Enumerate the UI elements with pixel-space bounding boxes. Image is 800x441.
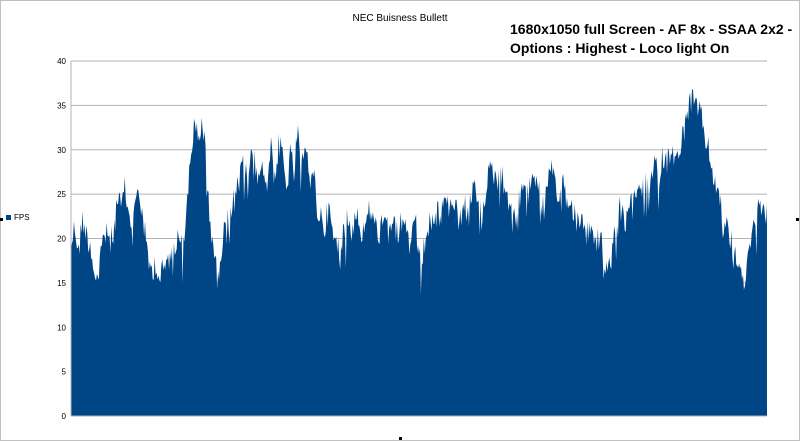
y-tick-label-30: 30: [57, 146, 66, 155]
chart-title: NEC Buisness Bullett: [352, 13, 448, 24]
chart-annotation: 1680x1050 full Screen - AF 8x - SSAA 2x2…: [510, 20, 795, 58]
resize-handle-left[interactable]: [0, 218, 3, 221]
y-tick-label-35: 35: [57, 101, 66, 110]
legend: FPS: [6, 213, 30, 222]
y-tick-label-25: 25: [57, 190, 66, 199]
annotation-line-1: 1680x1050 full Screen - AF 8x - SSAA 2x2…: [510, 21, 793, 37]
annotation-line-2: Options : Highest - Loco light On: [510, 40, 730, 56]
y-tick-label-5: 5: [62, 368, 67, 377]
y-tick-label-15: 15: [57, 279, 66, 288]
y-tick-label-10: 10: [57, 323, 66, 332]
y-tick-label-0: 0: [62, 412, 67, 421]
resize-handle-right[interactable]: [796, 218, 799, 221]
y-axis-labels: 0 5 10 15 20 25 30 35 40: [57, 57, 66, 421]
y-tick-label-20: 20: [57, 235, 66, 244]
legend-swatch-fps: [6, 215, 11, 220]
legend-label-fps: FPS: [14, 213, 30, 222]
y-tick-label-40: 40: [57, 57, 66, 66]
series-area-fps: [71, 89, 767, 417]
resize-handle-bottom[interactable]: [399, 437, 402, 440]
